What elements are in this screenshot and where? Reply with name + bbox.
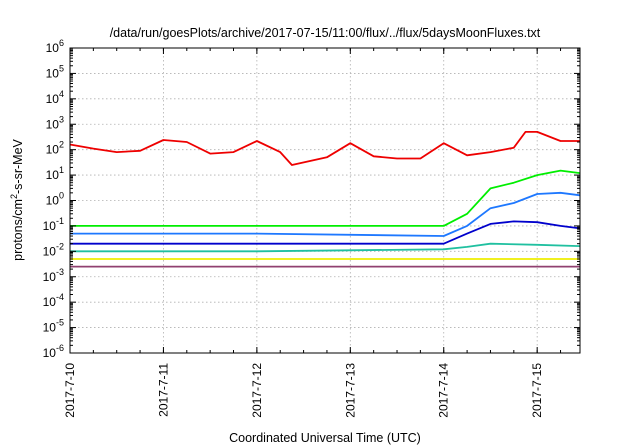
x-tick-label: 2017-7-15 <box>530 363 544 418</box>
y-tick-label: 102 <box>46 140 64 157</box>
y-tick-label: 106 <box>46 38 64 55</box>
y-tick-label: 10-5 <box>43 318 64 335</box>
y-tick-labels: 10-6 10-5 10-4 10-3 10-2 10-1 100 101 102 103 104 1… <box>43 38 64 360</box>
grid-layer <box>70 48 580 353</box>
y-axis-label: protons/cm2-s-sr-MeV <box>9 138 25 260</box>
y-tick-label: 104 <box>46 89 64 106</box>
y-tick-label: 10-4 <box>43 292 64 309</box>
x-axis-label: Coordinated Universal Time (UTC) <box>229 431 421 445</box>
x-tick-label: 2017-7-12 <box>250 363 264 418</box>
y-tick-label: 10-3 <box>43 267 64 284</box>
y-tick-label: 100 <box>46 191 64 208</box>
y-tick-label: 10-2 <box>43 241 64 258</box>
chart-title: /data/run/goesPlots/archive/2017-07-15/1… <box>110 26 541 40</box>
series-line-4 <box>70 220 581 245</box>
y-tick-label: 105 <box>46 63 64 80</box>
series-line-2 <box>70 169 581 227</box>
series-line-5 <box>70 242 581 253</box>
series-line-1 <box>69 130 580 166</box>
x-tick-label: 2017-7-10 <box>63 363 77 418</box>
x-tick-labels: 2017-7-10 2017-7-11 2017-7-12 2017-7-13 2017… <box>63 363 544 418</box>
tick-layer <box>69 47 580 354</box>
y-tick-label: 10-1 <box>43 216 64 233</box>
x-tick-label: 2017-7-13 <box>343 363 357 418</box>
series-line-3 <box>70 191 581 237</box>
y-tick-label: 10-6 <box>43 343 64 360</box>
x-tick-label: 2017-7-11 <box>156 363 170 417</box>
y-tick-label: 103 <box>46 114 64 131</box>
series-layer <box>69 130 581 268</box>
x-tick-label: 2017-7-14 <box>437 363 451 418</box>
y-tick-label: 101 <box>46 165 64 182</box>
